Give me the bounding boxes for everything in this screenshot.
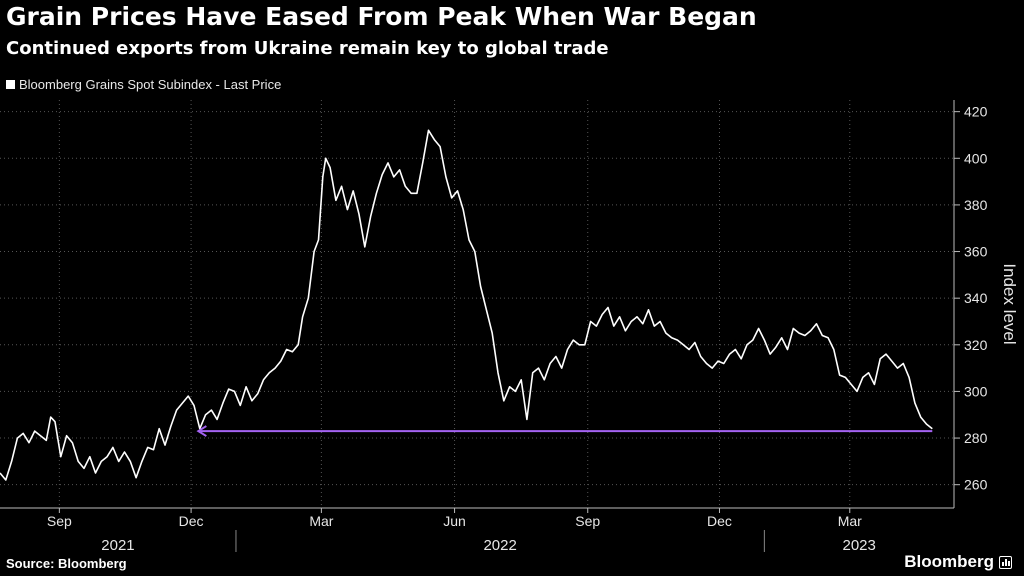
x-tick-label: Mar: [838, 513, 862, 529]
x-tick-label: Jun: [443, 513, 466, 529]
gridlines: [0, 100, 954, 508]
y-tick-label: 300: [964, 383, 988, 399]
y-tick-label: 420: [964, 104, 988, 120]
series-layer: [0, 129, 933, 481]
y-axis-title: Index level: [1000, 263, 1019, 344]
chart-title: Grain Prices Have Eased From Peak When W…: [6, 2, 757, 31]
y-tick-label: 280: [964, 430, 988, 446]
x-tick-label: Mar: [309, 513, 333, 529]
y-tick-label: 320: [964, 337, 988, 353]
y-tick-label: 380: [964, 197, 988, 213]
bloomberg-logo: Bloomberg: [904, 552, 994, 571]
annotation-layer: [196, 425, 933, 437]
x-tick-label: Sep: [47, 513, 72, 529]
y-tick-label: 340: [964, 290, 988, 306]
legend-swatch: [6, 80, 15, 89]
x-tick-label: Dec: [179, 513, 204, 529]
series-line: [0, 129, 933, 481]
source-note: Source: Bloomberg: [6, 556, 127, 571]
y-tick-label: 400: [964, 150, 988, 166]
chart-subtitle: Continued exports from Ukraine remain ke…: [6, 38, 609, 59]
x-year-label: 2021: [101, 537, 134, 554]
x-tick-label: Dec: [707, 513, 732, 529]
x-tick-label: Sep: [575, 513, 600, 529]
legend-label: Bloomberg Grains Spot Subindex - Last Pr…: [19, 77, 282, 92]
y-tick-label: 360: [964, 244, 988, 260]
reference-arrow-head: [196, 425, 207, 437]
x-year-label: 2022: [483, 537, 516, 554]
axes: 260 280 300 320 340 360 380 400 420 Index level Se…: [0, 100, 1019, 554]
legend: Bloomberg Grains Spot Subindex - Last Pr…: [6, 77, 281, 92]
x-year-label: 2023: [842, 537, 875, 554]
y-tick-label: 260: [964, 477, 988, 493]
bloomberg-terminal-icon: [999, 556, 1012, 569]
